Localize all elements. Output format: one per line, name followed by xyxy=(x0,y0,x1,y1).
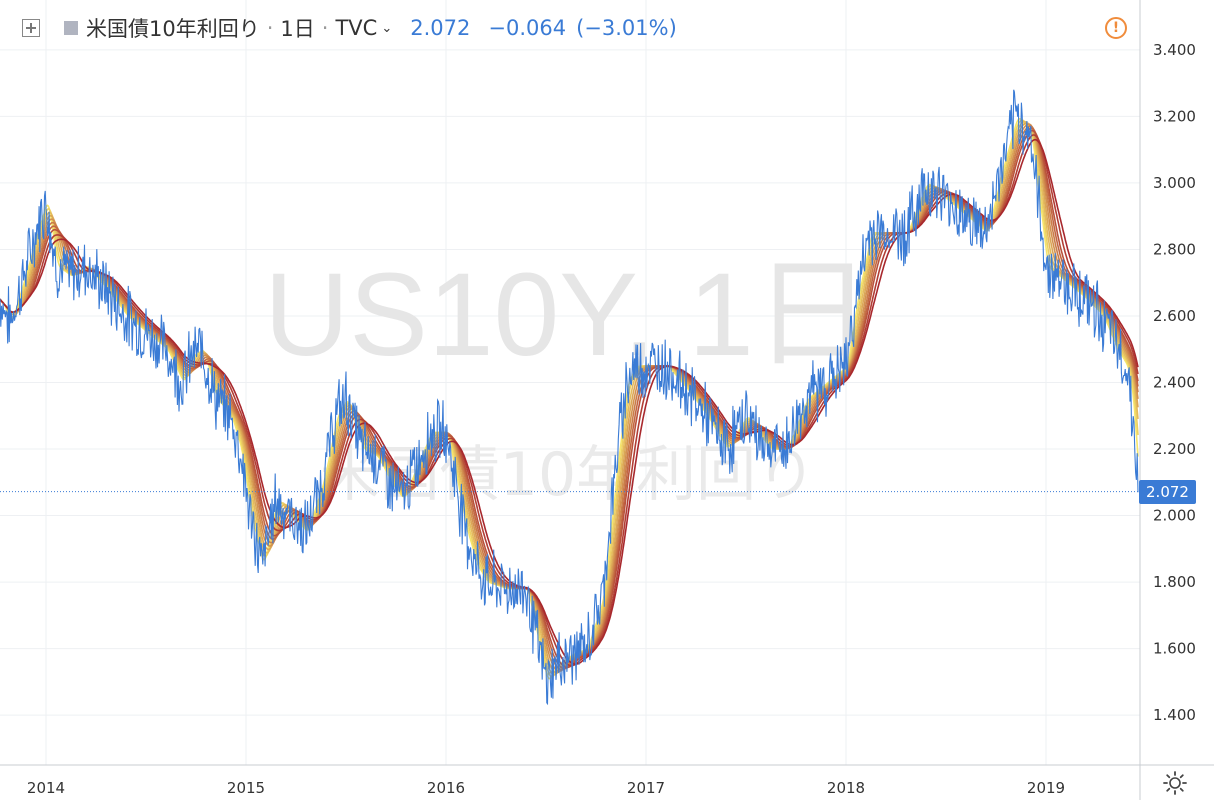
gear-icon[interactable] xyxy=(1162,770,1188,796)
y-tick-label: 2.400 xyxy=(1153,374,1196,392)
x-tick-label: 2016 xyxy=(427,779,465,797)
separator-dot: · xyxy=(321,16,329,40)
y-tick-label: 3.200 xyxy=(1153,107,1196,125)
chart-header: 米国債10年利回り · 1日 · TVC ⌄ 2.072 −0.064 (−3.… xyxy=(0,0,1140,56)
watermark: US10Y, 1日 米国債10年利回り xyxy=(264,249,872,510)
last-price-badge: 2.072 xyxy=(1139,479,1196,504)
y-tick-label: 3.000 xyxy=(1153,174,1196,192)
ma-ribbon xyxy=(0,117,1139,680)
y-tick-label: 1.400 xyxy=(1153,706,1196,724)
x-tick-label: 2015 xyxy=(227,779,265,797)
x-tick-label: 2014 xyxy=(27,779,65,797)
alert-icon[interactable]: ! xyxy=(1105,17,1127,39)
y-tick-label: 2.600 xyxy=(1153,307,1196,325)
change-value: −0.064 xyxy=(488,16,567,40)
y-tick-label: 1.800 xyxy=(1153,573,1196,591)
y-tick-label: 2.800 xyxy=(1153,240,1196,258)
separator-dot: · xyxy=(266,16,274,40)
change-percent: (−3.01%) xyxy=(576,16,677,40)
chevron-down-icon[interactable]: ⌄ xyxy=(381,20,393,36)
last-value: 2.072 xyxy=(410,16,471,40)
x-tick-label: 2018 xyxy=(827,779,865,797)
price-line-group xyxy=(0,89,1140,706)
x-tick-label: 2019 xyxy=(1027,779,1065,797)
interval-label[interactable]: 1日 xyxy=(280,17,315,41)
y-tick-label: 2.200 xyxy=(1153,440,1196,458)
price-line xyxy=(0,89,1139,706)
compare-plus-icon[interactable] xyxy=(22,19,40,37)
source-label[interactable]: TVC xyxy=(335,16,378,40)
symbol-title[interactable]: 米国債10年利回り xyxy=(86,17,260,41)
watermark-symbol: US10Y, 1日 xyxy=(264,249,872,381)
y-tick-label: 3.400 xyxy=(1153,41,1196,59)
y-tick-label: 2.000 xyxy=(1153,507,1196,525)
symbol-flag-icon xyxy=(64,21,78,35)
y-tick-label: 1.600 xyxy=(1153,640,1196,658)
x-tick-label: 2017 xyxy=(627,779,665,797)
